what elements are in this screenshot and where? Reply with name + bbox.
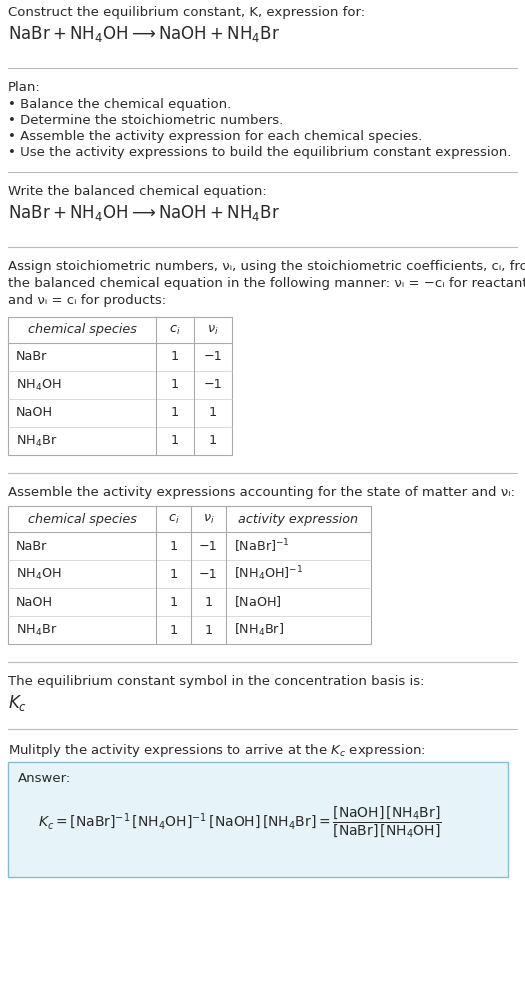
Text: −1: −1 xyxy=(204,378,223,391)
FancyBboxPatch shape xyxy=(8,762,508,877)
Text: NaOH: NaOH xyxy=(16,406,53,420)
Text: 1: 1 xyxy=(204,624,213,637)
Text: activity expression: activity expression xyxy=(238,512,359,526)
Text: −1: −1 xyxy=(199,540,218,552)
Text: 1: 1 xyxy=(204,595,213,608)
Text: Write the balanced chemical equation:: Write the balanced chemical equation: xyxy=(8,185,267,198)
Text: Answer:: Answer: xyxy=(18,772,71,785)
Text: $K_c$: $K_c$ xyxy=(8,693,27,713)
Text: $\mathrm{NH_4OH}$: $\mathrm{NH_4OH}$ xyxy=(16,566,61,582)
Text: • Use the activity expressions to build the equilibrium constant expression.: • Use the activity expressions to build … xyxy=(8,146,511,159)
Text: • Assemble the activity expression for each chemical species.: • Assemble the activity expression for e… xyxy=(8,130,422,143)
Text: $\mathrm{NH_4Br}$: $\mathrm{NH_4Br}$ xyxy=(16,433,57,449)
Text: 1: 1 xyxy=(171,434,179,448)
Text: $[\mathrm{NaOH}]$: $[\mathrm{NaOH}]$ xyxy=(234,595,282,609)
Text: Plan:: Plan: xyxy=(8,81,41,94)
Text: $c_i$: $c_i$ xyxy=(168,512,179,526)
Text: NaOH: NaOH xyxy=(16,595,53,608)
Text: 1: 1 xyxy=(170,540,177,552)
Text: 1: 1 xyxy=(171,378,179,391)
Text: 1: 1 xyxy=(170,568,177,580)
Text: Assemble the activity expressions accounting for the state of matter and νᵢ:: Assemble the activity expressions accoun… xyxy=(8,486,515,499)
Text: 1: 1 xyxy=(209,434,217,448)
Text: $\mathrm{NH_4OH}$: $\mathrm{NH_4OH}$ xyxy=(16,377,61,393)
Text: $K_c = [\mathrm{NaBr}]^{-1}\,[\mathrm{NH_4OH}]^{-1}\,[\mathrm{NaOH}]\,[\mathrm{N: $K_c = [\mathrm{NaBr}]^{-1}\,[\mathrm{NH… xyxy=(38,804,442,840)
Text: NaBr: NaBr xyxy=(16,351,47,363)
Text: The equilibrium constant symbol in the concentration basis is:: The equilibrium constant symbol in the c… xyxy=(8,675,425,688)
Text: Assign stoichiometric numbers, νᵢ, using the stoichiometric coefficients, cᵢ, fr: Assign stoichiometric numbers, νᵢ, using… xyxy=(8,260,525,273)
Text: 1: 1 xyxy=(170,595,177,608)
Text: 1: 1 xyxy=(170,624,177,637)
Text: Mulitply the activity expressions to arrive at the $K_c$ expression:: Mulitply the activity expressions to arr… xyxy=(8,742,426,759)
Text: NaBr: NaBr xyxy=(16,540,47,552)
Text: −1: −1 xyxy=(199,568,218,580)
Text: $\mathrm{NaBr + NH_4OH \longrightarrow NaOH + NH_4Br}$: $\mathrm{NaBr + NH_4OH \longrightarrow N… xyxy=(8,203,280,223)
Text: • Balance the chemical equation.: • Balance the chemical equation. xyxy=(8,98,231,111)
Text: 1: 1 xyxy=(171,351,179,363)
Text: chemical species: chemical species xyxy=(27,324,136,336)
Text: chemical species: chemical species xyxy=(27,512,136,526)
Text: $\mathrm{NaBr + NH_4OH \longrightarrow NaOH + NH_4Br}$: $\mathrm{NaBr + NH_4OH \longrightarrow N… xyxy=(8,24,280,44)
Bar xyxy=(8,317,232,455)
Text: $\nu_i$: $\nu_i$ xyxy=(203,512,214,526)
Text: $\nu_i$: $\nu_i$ xyxy=(207,323,219,337)
Bar xyxy=(8,506,371,644)
Text: the balanced chemical equation in the following manner: νᵢ = −cᵢ for reactants: the balanced chemical equation in the fo… xyxy=(8,277,525,290)
Text: $\mathrm{NH_4Br}$: $\mathrm{NH_4Br}$ xyxy=(16,622,57,638)
Text: $[\mathrm{NaBr}]^{-1}$: $[\mathrm{NaBr}]^{-1}$ xyxy=(234,537,290,555)
Text: Construct the equilibrium constant, K, expression for:: Construct the equilibrium constant, K, e… xyxy=(8,6,365,19)
Text: 1: 1 xyxy=(171,406,179,420)
Text: $[\mathrm{NH_4OH}]^{-1}$: $[\mathrm{NH_4OH}]^{-1}$ xyxy=(234,565,303,583)
Text: $c_i$: $c_i$ xyxy=(169,323,181,337)
Text: −1: −1 xyxy=(204,351,223,363)
Text: 1: 1 xyxy=(209,406,217,420)
Text: $[\mathrm{NH_4Br}]$: $[\mathrm{NH_4Br}]$ xyxy=(234,622,284,638)
Text: and νᵢ = cᵢ for products:: and νᵢ = cᵢ for products: xyxy=(8,294,166,307)
Text: • Determine the stoichiometric numbers.: • Determine the stoichiometric numbers. xyxy=(8,114,284,127)
